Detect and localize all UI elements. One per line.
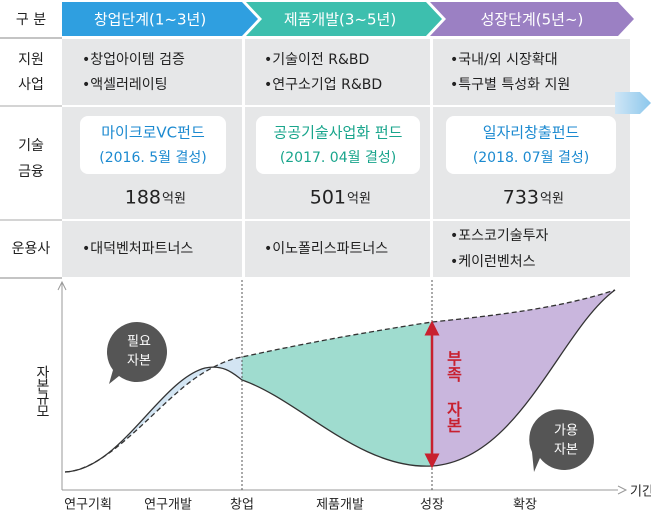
cell-text: •포스코기술투자 bbox=[450, 228, 549, 244]
y-arrow bbox=[57, 280, 67, 291]
stage-arrow bbox=[62, 2, 258, 36]
x-label: 연구개발 bbox=[144, 498, 192, 513]
x-arrow bbox=[617, 485, 628, 495]
fund-date: (2017. 04월 결성) bbox=[280, 150, 396, 166]
x-label: 연구기획 bbox=[64, 498, 112, 513]
x-label: 확장 bbox=[513, 498, 537, 513]
fund-amount: 501 bbox=[310, 187, 346, 209]
flow-arrow bbox=[615, 92, 651, 114]
bubble-text: 자본 bbox=[554, 443, 578, 458]
fund-amount: 733 bbox=[503, 187, 539, 209]
cell-text: •창업아이템 검증 bbox=[82, 52, 185, 68]
row-label: 금융 bbox=[18, 164, 44, 180]
fund-amount: 188 bbox=[125, 187, 161, 209]
y-axis-label: 자본규모 bbox=[34, 365, 50, 417]
cell-text: •대덕벤처파트너스 bbox=[82, 241, 193, 257]
cell-text: •연구소기업 R&BD bbox=[264, 77, 382, 93]
header-label: 구 분 bbox=[16, 12, 46, 28]
row-label: 사업 bbox=[18, 77, 44, 93]
cell-text: •케이런벤처스 bbox=[450, 254, 536, 270]
bubble-text: 자본 bbox=[127, 354, 151, 369]
cell-text: •이노폴리스파트너스 bbox=[264, 241, 388, 257]
fund-unit: 억원 bbox=[347, 192, 371, 207]
x-label: 창업 bbox=[230, 498, 254, 513]
fund-name: 마이크로VC펀드 bbox=[101, 124, 205, 142]
stage-arrow bbox=[246, 2, 442, 36]
needed-bubble bbox=[106, 322, 167, 384]
x-label: 성장 bbox=[420, 498, 444, 513]
stage-title: 제품개발(3~5년) bbox=[284, 11, 396, 29]
stage-title: 성장단계(5년~) bbox=[481, 11, 584, 29]
cell-text: •기술이전 R&BD bbox=[264, 52, 369, 68]
fund-date: (2016. 5월 결성) bbox=[99, 150, 206, 166]
row-label: 지원 bbox=[18, 52, 44, 68]
available-bubble bbox=[529, 409, 594, 472]
bubble-text: 가용 bbox=[554, 424, 578, 439]
cell-text: •액셀러레이팅 bbox=[82, 77, 168, 93]
table-bg bbox=[0, 37, 630, 279]
row-label: 기술 bbox=[18, 138, 44, 154]
x-axis-label: 기간 bbox=[630, 485, 651, 500]
fund-unit: 억원 bbox=[540, 192, 564, 207]
fund-date: (2018. 07월 결성) bbox=[473, 150, 589, 166]
available-curve bbox=[64, 289, 616, 473]
needed-curve bbox=[64, 289, 616, 473]
bubble-text: 필요 bbox=[127, 335, 151, 350]
fund-name: 공공기술사업화 펀드 bbox=[274, 124, 403, 142]
x-label: 제품개발 bbox=[316, 498, 364, 513]
stage-title: 창업단계(1~3년) bbox=[94, 11, 206, 29]
gap-label: 부족 자본 bbox=[444, 350, 463, 433]
cell-text: •국내/외 시장확대 bbox=[450, 52, 558, 68]
fund-unit: 억원 bbox=[162, 192, 186, 207]
stage-arrow bbox=[430, 2, 634, 36]
row-label: 운용사 bbox=[12, 241, 51, 257]
fund-name: 일자리창출펀드 bbox=[483, 124, 580, 142]
cell-text: •특구별 특성화 지원 bbox=[450, 77, 570, 93]
